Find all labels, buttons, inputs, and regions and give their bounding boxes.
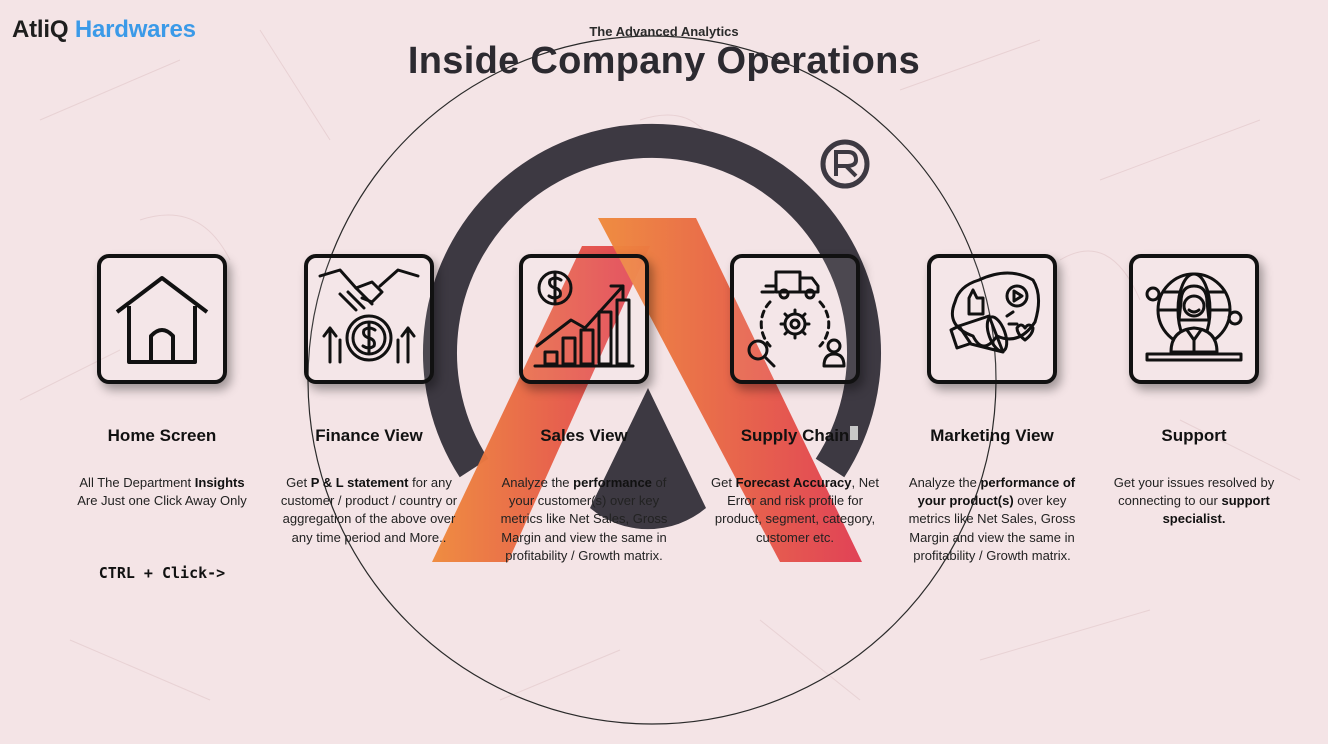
supply-chain-button[interactable] xyxy=(730,254,860,384)
marketing-view-button[interactable] xyxy=(927,254,1057,384)
nav-card-home[interactable]: Home Screen All The Department Insights … xyxy=(77,254,247,582)
nav-card-supply-chain[interactable]: Supply Chain Get Forecast Accuracy, Net … xyxy=(711,254,879,545)
description-emphasis: performance xyxy=(573,475,652,490)
description-text: All The Department xyxy=(79,475,195,490)
description-text: Get xyxy=(711,475,736,490)
finance-handshake-icon xyxy=(318,268,420,364)
brand-logo-text: AtliQ Hardwares xyxy=(12,16,196,44)
description-text: for any customer / product / country or … xyxy=(280,475,458,545)
sales-chart-icon xyxy=(533,270,635,368)
description-emphasis: P & L statement xyxy=(310,475,409,490)
card-description: Analyze the performance of your customer… xyxy=(494,474,674,565)
card-description: All The Department Insights Are Just one… xyxy=(72,474,252,510)
card-description: Get Forecast Accuracy, Net Error and ris… xyxy=(705,474,885,547)
finance-view-button[interactable] xyxy=(304,254,434,384)
brand-name-part1: AtliQ xyxy=(12,16,69,43)
support-agent-icon xyxy=(1145,272,1243,362)
nav-card-sales[interactable]: Sales View Analyze the performance of yo… xyxy=(501,254,667,563)
sales-view-button[interactable] xyxy=(519,254,649,384)
nav-card-finance[interactable]: Finance View Get P & L statement for any… xyxy=(281,254,457,545)
page-title: Inside Company Operations xyxy=(407,40,921,82)
marketing-megaphone-icon xyxy=(949,271,1040,354)
description-emphasis: Forecast Accuracy xyxy=(735,475,852,490)
description-emphasis: support specialist. xyxy=(1162,493,1270,527)
description-text: , Net Error and risk profile for product… xyxy=(714,475,879,545)
description-text: Analyze the xyxy=(501,475,574,490)
card-title: Sales View xyxy=(540,426,628,445)
nav-card-marketing[interactable]: Marketing View Analyze the performance o… xyxy=(909,254,1075,563)
card-title: Marketing View xyxy=(930,426,1054,445)
description-text: Are Just one Click Away Only xyxy=(77,493,247,509)
description-text: Get your issues resolved by connecting t… xyxy=(1113,475,1275,509)
scroll-indicator xyxy=(850,426,858,440)
description-text: Get xyxy=(286,475,311,490)
home-button[interactable] xyxy=(97,254,227,384)
card-title: Home Screen xyxy=(107,426,217,445)
nav-card-support[interactable]: Support Get your issues resolved by conn… xyxy=(1114,254,1274,526)
home-icon xyxy=(115,276,209,364)
description-text: of your customer(s) over key metrics lik… xyxy=(500,475,668,563)
supply-chain-icon xyxy=(747,270,846,368)
card-description: Get your issues resolved by connecting t… xyxy=(1104,474,1284,529)
description-text: over key metrics like Net Sales, Gross M… xyxy=(908,493,1076,563)
card-title: Supply Chain xyxy=(740,426,850,445)
description-emphasis: Insights xyxy=(194,475,245,490)
card-description: Get P & L statement for any customer / p… xyxy=(279,474,459,547)
description-text: Analyze the xyxy=(908,475,981,490)
support-button[interactable] xyxy=(1129,254,1259,384)
card-title: Finance View xyxy=(315,426,423,445)
page-subtitle: The Advanced Analytics xyxy=(589,24,739,39)
brand-name-part2: Hardwares xyxy=(74,16,196,43)
card-title: Support xyxy=(1161,426,1227,445)
description-emphasis: performance of your product(s) xyxy=(917,475,1076,509)
ctrl-click-hint: CTRL + Click-> xyxy=(98,564,226,582)
card-description: Analyze the performance of your product(… xyxy=(902,474,1082,565)
